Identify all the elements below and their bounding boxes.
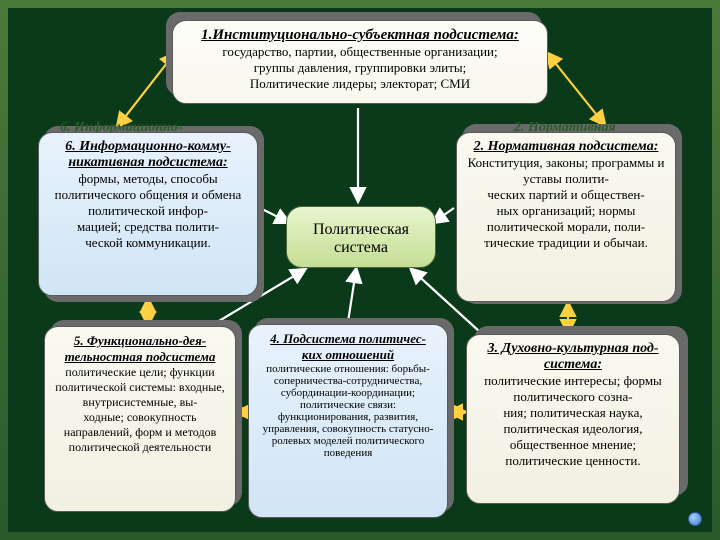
node-2-normative: 2. Нормативная подсистема: Конституция, … [456, 132, 676, 302]
node-4-title: 4. Подсистема политичес-ких отношений [259, 331, 437, 363]
node-5-body: политические цели; функции политической … [55, 365, 225, 455]
node-6-information: 6. Информационно-комму-никативная подсис… [38, 132, 258, 296]
node-2-title: 2. Нормативная подсистема: [467, 139, 665, 155]
node-6-body: формы, методы, способы политического общ… [49, 171, 247, 251]
node-5-functional: 5. Функционально-дея-тельностная подсист… [44, 326, 236, 512]
node-2-body: Конституция, законы; программы и уставы … [467, 155, 665, 251]
node-5-title: 5. Функционально-дея-тельностная подсист… [55, 333, 225, 365]
node-1-institutional: 1.Институционально-субъектная подсистема… [172, 20, 548, 104]
node-3-cultural: 3. Духовно-культурная под-система: полит… [466, 334, 680, 504]
node-4-relations: 4. Подсистема политичес-ких отношений по… [248, 324, 448, 518]
center-label: Политическая система [313, 221, 409, 256]
center-node: Политическая система [286, 206, 436, 268]
node-3-body: политические интересы; формы политическо… [477, 373, 669, 469]
node-4-body: политические отношения: борьбы-соперниче… [259, 363, 437, 459]
node-6-title: 6. Информационно-комму-никативная подсис… [49, 139, 247, 171]
node-1-body: государство, партии, общественные органи… [183, 44, 537, 92]
node-1-title: 1.Институционально-субъектная подсистема… [183, 27, 537, 44]
node-3-title: 3. Духовно-культурная под-система: [477, 341, 669, 373]
next-slide-button[interactable] [688, 512, 702, 526]
